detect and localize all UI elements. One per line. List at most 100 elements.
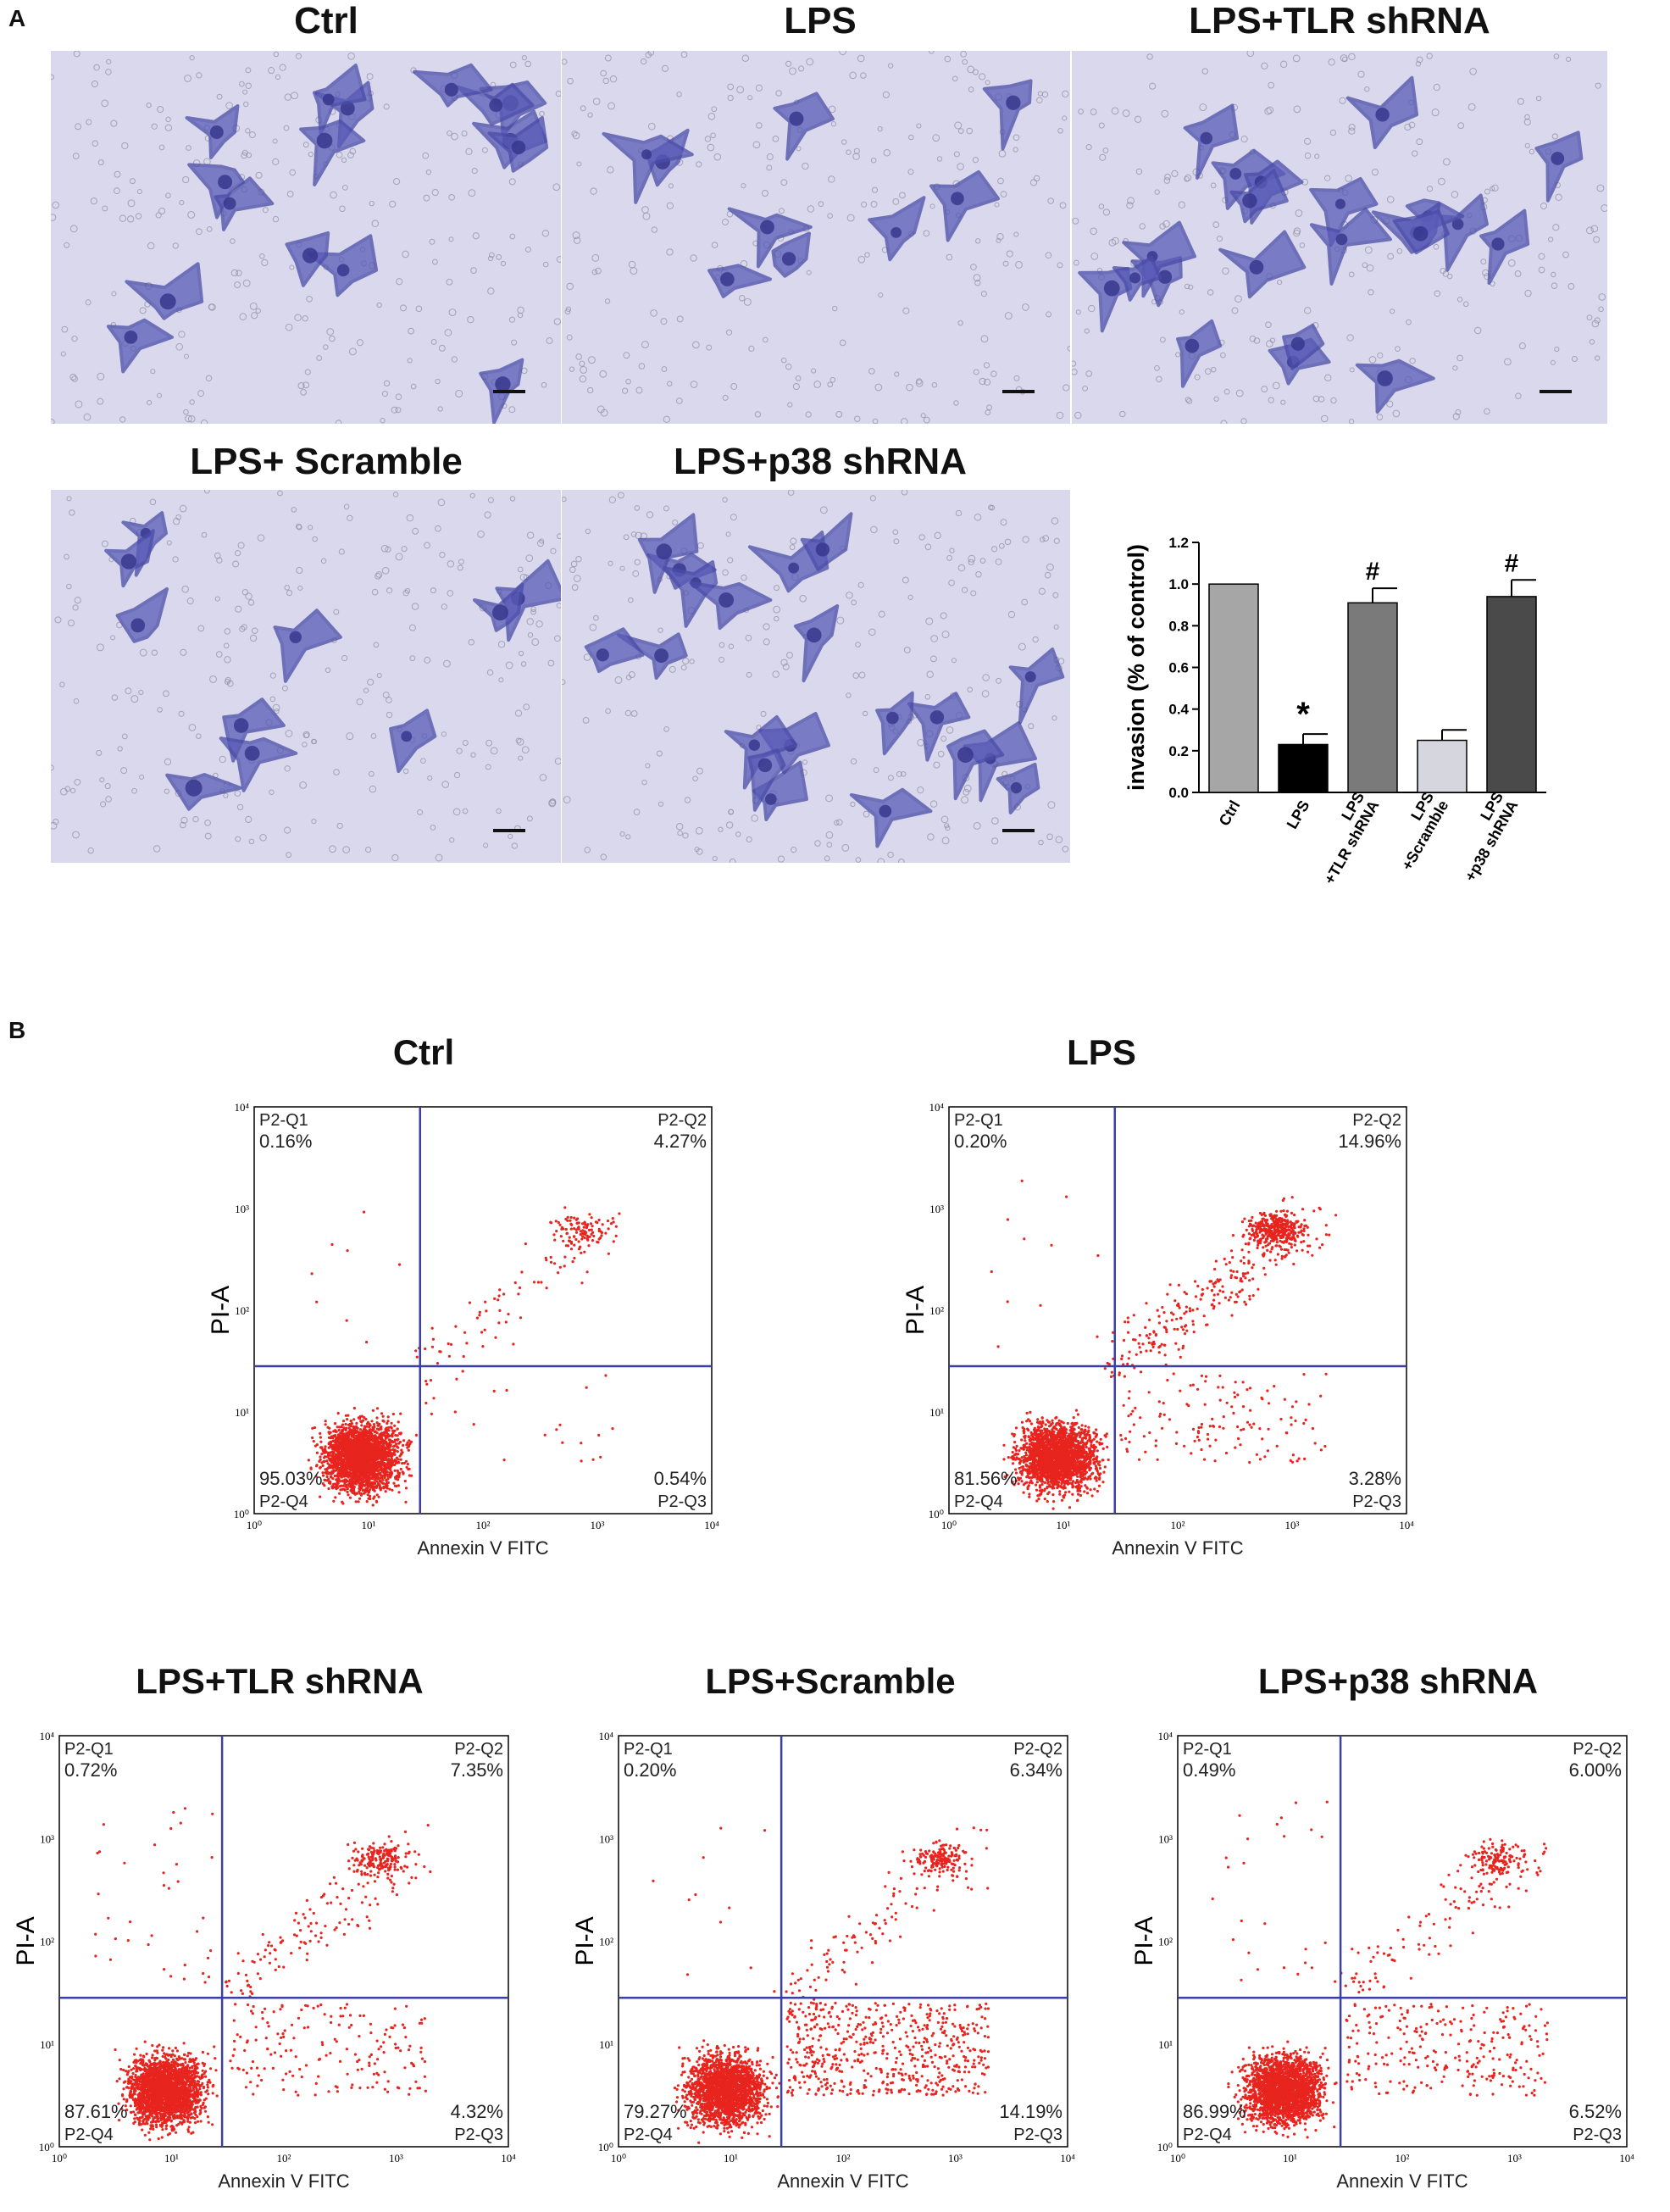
quadrant-q2-value: 6.34% (1010, 1759, 1062, 1781)
y-tick-label: 10³ (235, 1203, 249, 1215)
flow-title-lps-tlr: LPS+TLR shRNA (34, 1661, 525, 1702)
quadrant-q4-value: 81.56% (954, 1468, 1018, 1489)
y-tick-label: 10² (599, 1936, 613, 1948)
flow-title-ctrl: Ctrl (169, 1032, 678, 1073)
quadrant-q4-label: P2-Q4 (64, 2126, 114, 2144)
micrograph-image (1072, 51, 1607, 424)
flow-scatter-svg: 10⁰10⁰10¹10¹10²10²10³10³10⁴10⁴P2-Q10.20%… (890, 1100, 1449, 1575)
x-tick-label: LPS+TLR shRNA (1307, 789, 1383, 887)
significance-marker: # (1366, 558, 1380, 586)
event-dots (990, 1180, 1338, 1510)
x-tick-label: 10¹ (724, 2152, 738, 2165)
y-axis-label: PI-A (207, 1286, 235, 1335)
y-axis-label: PI-A (1130, 1916, 1158, 1965)
micrograph-lps (562, 51, 1070, 424)
y-tick-label: 10⁰ (39, 2141, 54, 2154)
micrograph-title-lps: LPS (562, 0, 1079, 42)
x-tick-label: 10⁰ (941, 1519, 957, 1531)
y-tick-label: 10¹ (599, 2038, 613, 2051)
x-tick-label: 10⁰ (247, 1519, 262, 1531)
micrograph-title-lps-p38: LPS+p38 shRNA (562, 441, 1079, 483)
event-dots (308, 1206, 621, 1506)
y-axis-label: PI-A (902, 1286, 929, 1335)
bar (1418, 741, 1467, 792)
y-tick-label: 10⁰ (1157, 2141, 1173, 2154)
y-tick-label: 10² (1158, 1936, 1173, 1948)
micrograph-image (51, 490, 561, 863)
quadrant-q3-value: 3.28% (1349, 1468, 1401, 1489)
x-axis-label: Annexin V FITC (1336, 2170, 1467, 2192)
y-tick-label: 10⁴ (39, 1730, 54, 1742)
x-tick-label: 10³ (1507, 2152, 1522, 2165)
y-tick-label: 10⁴ (598, 1730, 613, 1742)
y-tick-label: 0.6 (1168, 660, 1189, 676)
flow-scatter-svg: 10⁰10⁰10¹10¹10²10²10³10³10⁴10⁴P2-Q10.49%… (1118, 1729, 1669, 2208)
quadrant-q4-label: P2-Q4 (259, 1492, 308, 1511)
x-tick-label: 10³ (948, 2152, 963, 2165)
quadrant-q1-value: 0.20% (954, 1131, 1007, 1152)
y-tick-label: 10⁰ (598, 2141, 613, 2154)
quadrant-q4-label: P2-Q4 (954, 1492, 1003, 1511)
bar (1279, 744, 1328, 792)
x-axis-label: Annexin V FITC (417, 1537, 548, 1559)
micrograph-lps-p38-shrna (562, 490, 1070, 863)
quadrant-q3-label: P2-Q3 (454, 2126, 503, 2144)
quadrant-q1-value: 0.49% (1183, 1759, 1235, 1781)
svg-text:Ctrl: Ctrl (1216, 798, 1244, 829)
x-tick-label: Ctrl (1216, 798, 1244, 829)
x-tick-label: 10⁰ (52, 2152, 67, 2165)
micrograph-title-lps-tlr: LPS+TLR shRNA (1072, 0, 1607, 42)
x-axis-label: Annexin V FITC (777, 2170, 908, 2192)
x-axis-label: Annexin V FITC (218, 2170, 349, 2192)
x-tick-label: 10⁴ (501, 2152, 516, 2165)
y-tick-label: 10⁴ (234, 1101, 249, 1114)
x-tick-label: 10⁴ (1399, 1519, 1414, 1531)
panel-a-label: A (8, 5, 25, 32)
x-tick-label: 10³ (591, 1519, 605, 1531)
significance-marker: # (1505, 549, 1519, 577)
y-tick-label: 1.2 (1168, 535, 1189, 551)
micrograph-image (562, 51, 1070, 424)
flow-scatter-svg: 10⁰10⁰10¹10¹10²10²10³10³10⁴10⁴P2-Q10.72%… (0, 1729, 551, 2208)
x-tick-label: 10⁰ (1170, 2152, 1185, 2165)
quadrant-q4-value: 87.61% (64, 2101, 128, 2122)
y-axis-label: invasion (% of control) (1124, 544, 1149, 791)
y-tick-label: 10³ (40, 1832, 54, 1845)
x-tick-label: 10² (1171, 1519, 1185, 1531)
micrograph-lps-scramble (51, 490, 561, 863)
y-tick-label: 10¹ (235, 1406, 249, 1419)
y-tick-label: 10⁰ (234, 1508, 249, 1520)
quadrant-q4-label: P2-Q4 (624, 2126, 673, 2144)
micrograph-title-lps-scramble: LPS+ Scramble (51, 441, 602, 483)
x-tick-label: 10⁴ (1619, 2152, 1634, 2165)
bar (1209, 584, 1258, 792)
plot-frame (949, 1107, 1406, 1514)
y-tick-label: 10¹ (929, 1406, 944, 1419)
x-tick-label: 10¹ (1057, 1519, 1071, 1531)
quadrant-q3-label: P2-Q3 (1352, 1492, 1401, 1511)
quadrant-q3-label: P2-Q3 (1573, 2126, 1622, 2144)
y-tick-label: 10² (929, 1304, 944, 1317)
quadrant-q1-value: 0.16% (259, 1131, 312, 1152)
quadrant-q1-label: P2-Q1 (64, 1740, 114, 1759)
event-dots (1212, 1801, 1549, 2139)
quadrant-q4-value: 79.27% (624, 2101, 687, 2122)
y-tick-label: 10⁴ (1157, 1730, 1173, 1742)
quadrant-q4-value: 86.99% (1183, 2101, 1246, 2122)
x-tick-label: 10³ (1285, 1519, 1300, 1531)
quadrant-q2-label: P2-Q2 (454, 1740, 503, 1759)
y-tick-label: 10⁴ (929, 1101, 944, 1114)
x-tick-label: 10⁴ (704, 1519, 719, 1531)
quadrant-q1-value: 0.72% (64, 1759, 117, 1781)
y-tick-label: 0.0 (1168, 785, 1189, 801)
x-tick-label: LPS (1284, 798, 1313, 831)
flow-title-lps: LPS (847, 1032, 1356, 1073)
y-tick-label: 10³ (599, 1832, 613, 1845)
quadrant-q1-label: P2-Q1 (259, 1111, 308, 1130)
x-tick-label: 10² (836, 2152, 851, 2165)
quadrant-q2-label: P2-Q2 (1352, 1111, 1401, 1130)
